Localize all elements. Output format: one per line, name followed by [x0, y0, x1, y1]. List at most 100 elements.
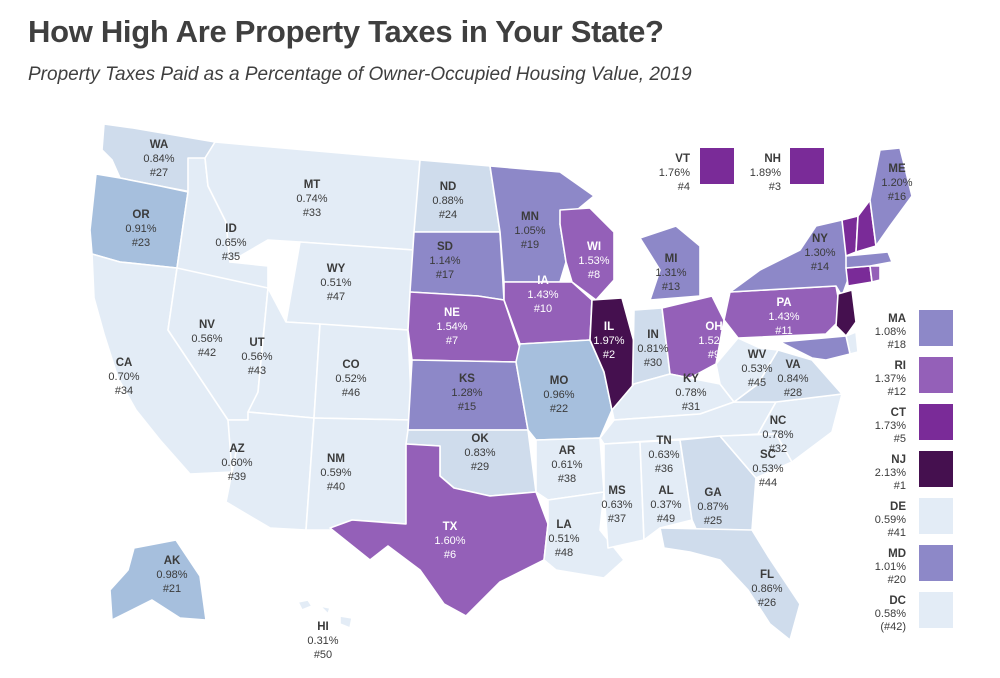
- state-rate: 1.28%: [451, 387, 482, 399]
- state-abbr: CA: [116, 357, 133, 369]
- callout-rank: #3: [769, 181, 781, 193]
- label-oh: OH 1.52% #9: [698, 321, 729, 361]
- state-abbr: IA: [537, 275, 549, 287]
- state-rank: #30: [644, 357, 662, 369]
- label-va: VA 0.84% #28: [777, 359, 808, 399]
- legend-abbr: MD: [888, 548, 906, 560]
- state-abbr: CO: [342, 359, 359, 371]
- state-rate: 0.78%: [675, 387, 706, 399]
- state-rank: #34: [115, 385, 133, 397]
- label-id: ID 0.65% #35: [215, 223, 246, 263]
- label-ak: AK 0.98% #21: [156, 555, 187, 595]
- legend-ma: MA1.08%#18: [875, 310, 953, 351]
- label-tn: TN 0.63% #36: [648, 435, 679, 475]
- state-rank: #36: [655, 463, 673, 475]
- state-rate: 1.52%: [698, 335, 729, 347]
- callout-rate: 1.89%: [750, 167, 781, 179]
- state-rate: 0.63%: [601, 499, 632, 511]
- legend-swatch: [919, 592, 953, 628]
- state-rank: #14: [811, 261, 829, 273]
- state-rate: 1.43%: [527, 289, 558, 301]
- state-rate: 0.81%: [637, 343, 668, 355]
- state-abbr: NM: [327, 453, 345, 465]
- state-rank: #31: [682, 401, 700, 413]
- legend-abbr: NJ: [891, 454, 906, 466]
- state-abbr: AL: [658, 485, 673, 497]
- label-ca: CA 0.70% #34: [108, 357, 139, 397]
- state-abbr: WV: [748, 349, 767, 361]
- state-rate: 0.56%: [191, 333, 222, 345]
- state-or: [89, 173, 189, 269]
- state-rate: 0.52%: [335, 373, 366, 385]
- state-abbr: WI: [587, 241, 601, 253]
- legend-rank: #12: [888, 386, 906, 398]
- label-la: LA 0.51% #48: [548, 519, 579, 559]
- label-ia: IA 1.43% #10: [527, 275, 558, 315]
- state-rate: 0.74%: [296, 193, 327, 205]
- state-rate: 0.31%: [307, 635, 338, 647]
- northeast-callouts: VT 1.76% #4 NH 1.89% #3: [659, 148, 824, 193]
- legend-ri: RI1.37%#12: [875, 357, 953, 398]
- state-tx: [329, 443, 549, 617]
- label-az: AZ 0.60% #39: [221, 443, 252, 483]
- state-rate: 0.87%: [697, 501, 728, 513]
- state-rate: 0.65%: [215, 237, 246, 249]
- state-rank: #44: [759, 477, 777, 489]
- legend-rank: #20: [888, 574, 906, 586]
- label-ga: GA 0.87% #25: [697, 487, 728, 527]
- state-rank: #35: [222, 251, 240, 263]
- state-hi: [297, 599, 353, 629]
- state-abbr: VA: [785, 359, 800, 371]
- state-rank: #10: [534, 303, 552, 315]
- state-rank: #16: [888, 191, 906, 203]
- legend-swatch: [919, 404, 953, 440]
- label-me: ME 1.20% #16: [881, 163, 912, 203]
- label-pa: PA 1.43% #11: [768, 297, 799, 337]
- state-abbr: AK: [164, 555, 181, 567]
- label-sd: SD 1.14% #17: [429, 241, 460, 281]
- state-abbr: MS: [608, 485, 626, 497]
- state-rank: #33: [303, 207, 321, 219]
- state-abbr: GA: [704, 487, 721, 499]
- state-rank: #22: [550, 403, 568, 415]
- state-rate: 1.60%: [434, 535, 465, 547]
- state-abbr: NY: [812, 233, 828, 245]
- legend-rate: 1.73%: [875, 420, 906, 432]
- state-ri: [869, 265, 881, 283]
- state-abbr: OH: [705, 321, 722, 333]
- legend-swatch: [919, 545, 953, 581]
- state-rate: 0.86%: [751, 583, 782, 595]
- label-al: AL 0.37% #49: [650, 485, 681, 525]
- state-abbr: WA: [150, 139, 169, 151]
- state-abbr: UT: [249, 337, 264, 349]
- state-rate: 0.59%: [320, 467, 351, 479]
- state-rate: 1.53%: [578, 255, 609, 267]
- state-rank: #39: [228, 471, 246, 483]
- state-rate: 0.53%: [741, 363, 772, 375]
- state-abbr: HI: [317, 621, 329, 633]
- state-rank: #8: [588, 269, 600, 281]
- legend-swatch: [919, 357, 953, 393]
- state-abbr: TN: [656, 435, 671, 447]
- callout-rate: 1.76%: [659, 167, 690, 179]
- state-abbr: KY: [683, 373, 699, 385]
- state-abbr: KS: [459, 373, 475, 385]
- state-rank: #45: [748, 377, 766, 389]
- state-abbr: PA: [776, 297, 791, 309]
- label-wy: WY 0.51% #47: [320, 263, 351, 303]
- label-nm: NM 0.59% #40: [320, 453, 351, 493]
- state-abbr: ND: [440, 181, 457, 193]
- state-abbr: NV: [199, 319, 215, 331]
- legend-rate: 1.08%: [875, 326, 906, 338]
- state-rank: #7: [446, 335, 458, 347]
- legend-rank: #41: [888, 527, 906, 539]
- legend-abbr: CT: [891, 407, 906, 419]
- legend-rank: #1: [894, 480, 906, 492]
- label-tx: TX 1.60% #6: [434, 521, 465, 561]
- state-rate: 1.05%: [514, 225, 545, 237]
- state-rate: 0.61%: [551, 459, 582, 471]
- state-rank: #13: [662, 281, 680, 293]
- label-nd: ND 0.88% #24: [432, 181, 463, 221]
- legend-rate: 2.13%: [875, 467, 906, 479]
- state-rate: 0.84%: [777, 373, 808, 385]
